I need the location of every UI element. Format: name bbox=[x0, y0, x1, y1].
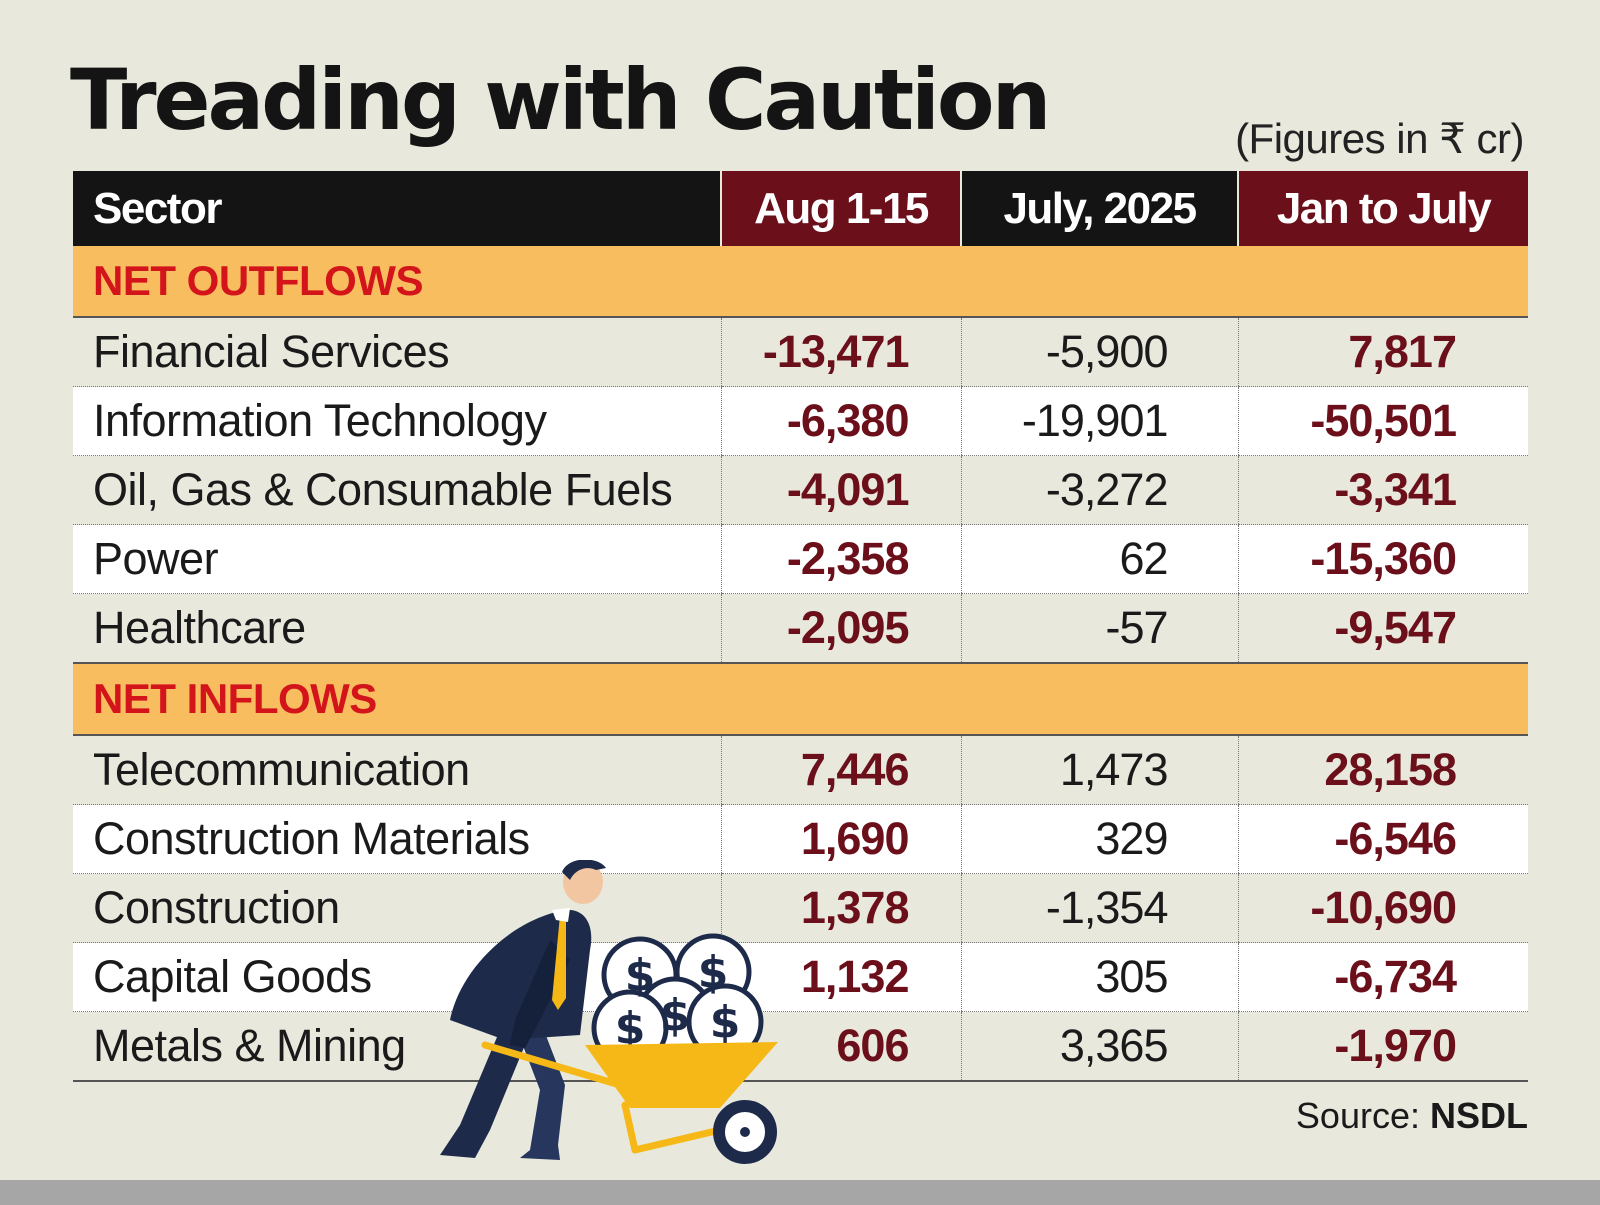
aug-value-cell: -13,471 bbox=[720, 317, 961, 387]
july-value-cell: 3,365 bbox=[960, 1011, 1238, 1082]
jan-to-july-value-cell: -3,341 bbox=[1237, 455, 1528, 525]
sector-cell: Telecommunication bbox=[73, 735, 721, 805]
svg-text:$: $ bbox=[625, 950, 656, 1001]
sector-cell: Healthcare bbox=[73, 593, 721, 664]
aug-value-cell: -2,095 bbox=[720, 593, 961, 664]
table-row: Information Technology -6,380 -19,901 -50,5… bbox=[73, 386, 1528, 456]
table-row: Construction Materials 1,690 329 -6,546 bbox=[73, 804, 1528, 874]
svg-text:$: $ bbox=[710, 997, 741, 1048]
man-hair bbox=[562, 860, 606, 880]
jan-to-july-value-cell: -6,546 bbox=[1237, 804, 1528, 874]
svg-text:$: $ bbox=[660, 990, 691, 1041]
table-row: Capital Goods 1,132 305 -6,734 bbox=[73, 942, 1528, 1012]
table-row: Telecommunication 7,446 1,473 28,158 bbox=[73, 735, 1528, 805]
july-value-cell: 1,473 bbox=[960, 735, 1238, 805]
aug-value-cell: 1,378 bbox=[720, 873, 961, 943]
page-title: Treading with Caution bbox=[70, 51, 1051, 149]
group-label: NET INFLOWS bbox=[73, 663, 1528, 736]
coin-pile: $ $ $ $ $ bbox=[591, 933, 764, 1067]
source-note: Source: NSDL bbox=[1296, 1095, 1528, 1137]
jan-to-july-value-cell: -15,360 bbox=[1237, 524, 1528, 594]
table-row: Oil, Gas & Consumable Fuels -4,091 -3,272-… bbox=[73, 455, 1528, 525]
man-collar bbox=[552, 908, 570, 922]
bottom-strip bbox=[0, 1180, 1600, 1205]
jan-to-july-value-cell: -10,690 bbox=[1237, 873, 1528, 943]
table-row: Construction 1,378 -1,354 -10,690 bbox=[73, 873, 1528, 943]
source-name: NSDL bbox=[1430, 1095, 1528, 1136]
table-row: Healthcare -2,095 -57 -9,547 bbox=[73, 593, 1528, 664]
aug-value-cell: 1,132 bbox=[720, 942, 961, 1012]
svg-text:$: $ bbox=[698, 947, 729, 998]
jan-to-july-value-cell: -1,970 bbox=[1237, 1011, 1528, 1082]
july-value-cell: -5,900 bbox=[960, 317, 1238, 387]
group-row: NET OUTFLOWS bbox=[73, 246, 1528, 318]
table-row: Power -2,358 62 -15,360 bbox=[73, 524, 1528, 594]
group-label: NET OUTFLOWS bbox=[73, 246, 1528, 318]
july-value-cell: 329 bbox=[960, 804, 1238, 874]
aug-value-cell: 7,446 bbox=[720, 735, 961, 805]
july-value-cell: 305 bbox=[960, 942, 1238, 1012]
july-value-cell: -1,354 bbox=[960, 873, 1238, 943]
table-row: Financial Services -13,471 -5,900 7,817 bbox=[73, 317, 1528, 387]
column-header-sector: Sector bbox=[73, 171, 721, 246]
sector-flows-table: Sector Aug 1-15 July, 2025 Jan to July N… bbox=[73, 171, 1528, 1082]
jan-to-july-value-cell: -9,547 bbox=[1237, 593, 1528, 664]
july-value-cell: -19,901 bbox=[960, 386, 1238, 456]
man-tie bbox=[552, 915, 566, 1010]
aug-value-cell: -4,091 bbox=[720, 455, 961, 525]
group-row: NET INFLOWS bbox=[73, 663, 1528, 736]
table-row: Metals & Mining 606 3,365 -1,970 bbox=[73, 1011, 1528, 1082]
sector-cell: Construction Materials bbox=[73, 804, 721, 874]
jan-to-july-value-cell: 7,817 bbox=[1237, 317, 1528, 387]
man-torso bbox=[450, 909, 592, 1040]
jan-to-july-value-cell: 28,158 bbox=[1237, 735, 1528, 805]
column-header-july: July, 2025 bbox=[960, 171, 1238, 246]
jan-to-july-value-cell: -50,501 bbox=[1237, 386, 1528, 456]
aug-value-cell: 1,690 bbox=[720, 804, 961, 874]
sector-cell: Information Technology bbox=[73, 386, 721, 456]
jan-to-july-value-cell: -6,734 bbox=[1237, 942, 1528, 1012]
july-value-cell: -3,272 bbox=[960, 455, 1238, 525]
table-header-row: Sector Aug 1-15 July, 2025 Jan to July bbox=[73, 171, 1528, 246]
aug-value-cell: -2,358 bbox=[720, 524, 961, 594]
barrow-tray bbox=[585, 1042, 778, 1108]
column-header-aug: Aug 1-15 bbox=[720, 171, 961, 246]
barrow-handle bbox=[481, 1041, 624, 1089]
man-arm bbox=[510, 940, 570, 1048]
man-back-leg bbox=[440, 1030, 525, 1158]
source-label: Source: bbox=[1295, 1095, 1420, 1136]
sector-cell: Oil, Gas & Consumable Fuels bbox=[73, 455, 721, 525]
wheelbarrow-illustration: $ $ $ $ $ bbox=[440, 860, 778, 1164]
table-body: NET OUTFLOWS Financial Services -13,471 -5,… bbox=[73, 246, 1528, 1082]
aug-value-cell: -6,380 bbox=[720, 386, 961, 456]
july-value-cell: 62 bbox=[960, 524, 1238, 594]
july-value-cell: -57 bbox=[960, 593, 1238, 664]
sector-cell: Financial Services bbox=[73, 317, 721, 387]
sector-cell: Power bbox=[73, 524, 721, 594]
units-note: (Figures in ₹ cr) bbox=[1235, 115, 1524, 162]
sector-cell: Construction bbox=[73, 873, 721, 943]
column-header-jan-to-july: Jan to July bbox=[1237, 171, 1528, 246]
